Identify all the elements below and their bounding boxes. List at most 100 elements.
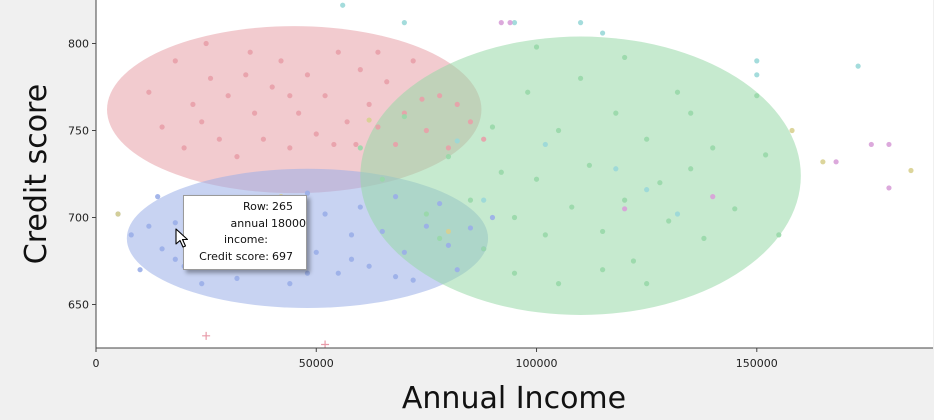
data-point: [304, 270, 311, 276]
data-point: [555, 281, 562, 287]
mouse-pointer-icon: [175, 228, 189, 248]
data-point: [203, 40, 209, 47]
tooltip-row-label: Row:: [243, 200, 269, 213]
tooltip-row-value: 265: [272, 200, 293, 213]
data-point: [234, 154, 240, 160]
x-tick-label: 50000: [299, 357, 334, 370]
data-point: [481, 136, 487, 142]
data-point: [128, 232, 134, 238]
data-point: [613, 166, 619, 172]
x-axis-title: Annual Income: [402, 381, 626, 416]
tooltip-income-line: annual income: 18000: [184, 216, 306, 249]
data-tooltip: Row: 265 annual income: 18000 Credit sco…: [183, 195, 307, 270]
data-point: [190, 101, 196, 107]
data-point: [366, 263, 372, 269]
data-point: [278, 58, 284, 64]
data-point: [322, 93, 328, 99]
data-point: [525, 89, 531, 95]
data-point: [146, 89, 152, 95]
data-point: [199, 281, 205, 287]
data-point: [159, 124, 165, 130]
x-tick-label: 150000: [736, 357, 778, 370]
data-point: [577, 75, 584, 81]
data-point: [445, 228, 452, 235]
data-point: [542, 232, 548, 238]
data-point: [622, 54, 628, 61]
y-tick-label: 700: [68, 212, 89, 225]
data-point: [181, 145, 187, 151]
data-point: [353, 141, 359, 148]
data-point: [542, 141, 548, 148]
data-point: [137, 267, 143, 273]
data-point: [533, 44, 540, 50]
data-point: [115, 211, 121, 217]
data-point: [379, 228, 385, 235]
data-point: [600, 267, 606, 273]
data-point: [199, 119, 205, 125]
data-point: [379, 176, 385, 182]
data-point: [335, 49, 341, 55]
y-tick-label: 650: [68, 299, 89, 312]
data-point: [674, 211, 681, 217]
data-point: [445, 145, 452, 151]
data-point: [287, 281, 293, 287]
data-point: [410, 277, 416, 283]
data-point: [498, 169, 504, 175]
data-point: [313, 249, 319, 255]
data-point: [644, 281, 650, 287]
data-point: [375, 49, 381, 55]
data-point: [375, 124, 381, 130]
data-point: [437, 200, 443, 207]
data-point: [701, 235, 707, 241]
data-point: [489, 214, 496, 221]
data-point: [622, 206, 628, 212]
data-point: [437, 235, 443, 241]
data-point: [481, 197, 487, 203]
data-point: [401, 20, 407, 26]
data-point: [322, 211, 328, 217]
data-point: [498, 20, 504, 26]
data-point: [855, 63, 861, 69]
data-point: [467, 197, 474, 203]
data-point: [868, 141, 874, 148]
x-tick-label: 100000: [516, 357, 558, 370]
data-point: [172, 220, 178, 226]
data-point: [366, 117, 372, 123]
plus-markers: [202, 331, 330, 349]
data-point: [172, 58, 178, 64]
y-axis-title: Credit score: [19, 84, 54, 264]
data-point: [833, 159, 839, 165]
tooltip-income-label: annual income:: [224, 216, 268, 247]
data-point: [511, 214, 518, 221]
data-point: [225, 93, 231, 99]
data-point: [613, 110, 619, 116]
data-point: [754, 58, 760, 64]
data-point: [331, 141, 337, 148]
data-point: [155, 194, 161, 200]
data-point: [586, 162, 592, 168]
data-point: [467, 225, 474, 231]
data-point: [419, 96, 425, 102]
data-point: [260, 136, 266, 142]
data-point: [340, 2, 346, 8]
data-point: [401, 249, 407, 255]
data-point: [287, 145, 293, 151]
data-point: [688, 110, 694, 116]
data-point: [269, 84, 275, 90]
data-point: [357, 145, 363, 151]
data-point: [600, 228, 606, 235]
tooltip-score-value: 697: [272, 249, 293, 263]
data-point: [776, 232, 782, 238]
data-point: [454, 267, 460, 273]
data-point: [445, 242, 452, 248]
data-point: [622, 197, 628, 203]
data-point: [511, 20, 518, 26]
data-point: [234, 275, 240, 281]
data-point: [600, 30, 606, 36]
data-point: [555, 127, 562, 134]
data-point: [710, 145, 716, 151]
data-point: [644, 136, 650, 142]
data-point: [348, 232, 355, 238]
x-ticks: 0 50000 100000 150000: [93, 348, 778, 370]
data-point: [304, 72, 311, 78]
